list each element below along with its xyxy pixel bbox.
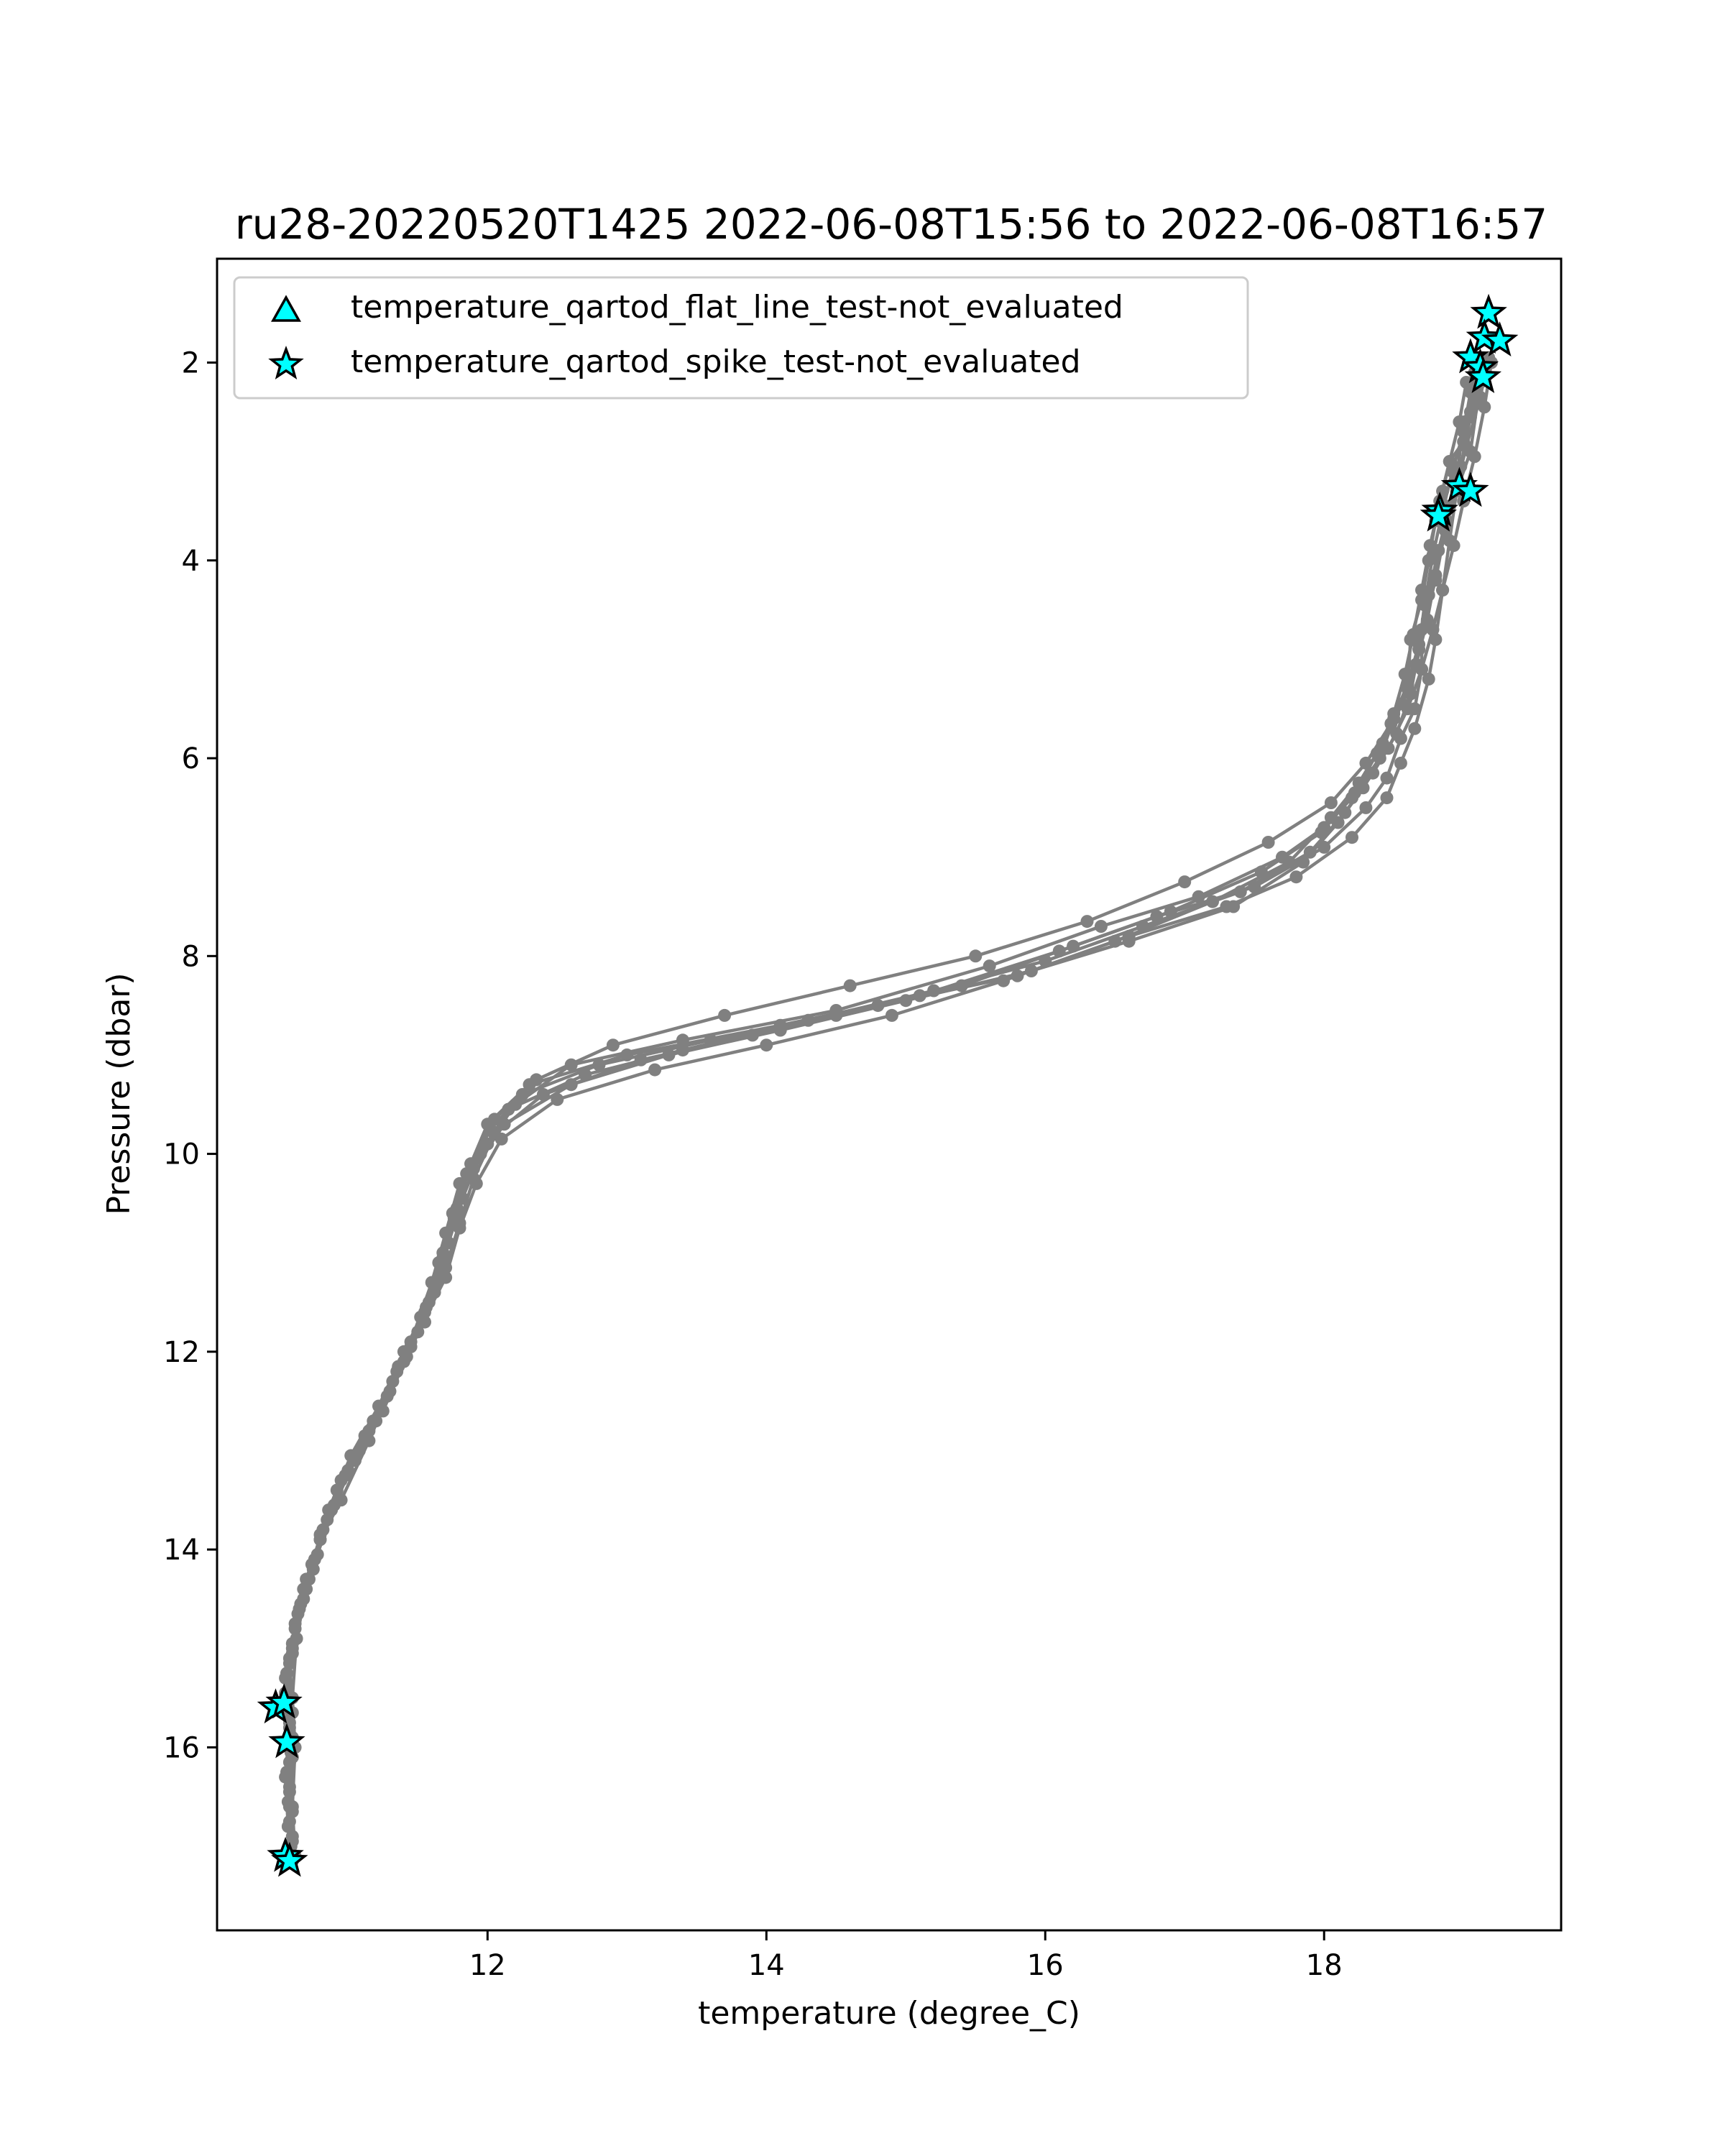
profile-point xyxy=(886,1009,898,1022)
profile-point xyxy=(439,1271,452,1284)
profile-point xyxy=(1436,584,1449,596)
profile-point xyxy=(1227,900,1240,913)
profile-point xyxy=(1424,539,1437,552)
profile-point xyxy=(1407,628,1420,641)
y-tick-label: 2 xyxy=(182,347,200,380)
profile-point xyxy=(1478,400,1491,413)
y-tick-label: 6 xyxy=(182,742,200,775)
profile-point xyxy=(1381,791,1394,804)
y-tick-label: 8 xyxy=(182,940,200,973)
profile-point xyxy=(1297,856,1310,869)
profile-point xyxy=(1025,964,1038,977)
profile-point xyxy=(436,1251,449,1264)
y-axis-label: Pressure (dbar) xyxy=(101,972,137,1215)
profile-point xyxy=(292,1608,305,1621)
profile-point xyxy=(565,1078,578,1091)
profile-point xyxy=(372,1400,385,1413)
profile-point xyxy=(1067,940,1080,953)
profile-point xyxy=(1402,702,1414,715)
x-tick-label: 16 xyxy=(1027,1949,1064,1982)
y-tick-label: 10 xyxy=(163,1138,200,1171)
profile-point xyxy=(1453,415,1466,428)
profile-point xyxy=(1359,801,1372,814)
profile-point xyxy=(774,1024,787,1037)
profile-point xyxy=(1206,895,1219,908)
profile-point xyxy=(1387,707,1400,720)
profile-point xyxy=(760,1038,773,1051)
profile-point xyxy=(420,1301,433,1314)
profile-point xyxy=(1123,935,1136,948)
profile-point xyxy=(899,994,912,1007)
profile-point xyxy=(451,1207,464,1220)
profile-point xyxy=(1394,757,1407,770)
x-axis-label: temperature (degree_C) xyxy=(698,1995,1080,2032)
profile-point xyxy=(286,1805,299,1818)
chart: ru28-20220520T1425 2022-06-08T15:56 to 2… xyxy=(0,0,1725,2156)
profile-point xyxy=(1429,568,1442,581)
profile-point xyxy=(484,1123,497,1135)
y-tick-label: 14 xyxy=(163,1534,200,1567)
profile-point xyxy=(1289,870,1302,883)
profile-point xyxy=(498,1118,511,1130)
profile-point xyxy=(607,1038,620,1051)
profile-point xyxy=(593,1059,606,1072)
profile-point xyxy=(718,1009,731,1022)
x-tick-label: 12 xyxy=(469,1949,506,1982)
profile-point xyxy=(1346,831,1358,844)
profile-point xyxy=(1332,816,1345,829)
profile-point xyxy=(1095,920,1108,933)
profile-point xyxy=(648,1064,661,1077)
profile-point xyxy=(516,1088,529,1101)
profile-point xyxy=(1415,584,1428,596)
profile-point xyxy=(663,1049,676,1061)
profile-point xyxy=(1382,742,1395,755)
profile-point xyxy=(1460,441,1473,453)
profile-point xyxy=(1255,865,1268,878)
profile-point xyxy=(1262,836,1275,849)
legend-label-spike: temperature_qartod_spike_test-not_evalua… xyxy=(351,344,1081,380)
profile-point xyxy=(467,1162,480,1175)
profile-point xyxy=(283,1756,296,1769)
profile-point xyxy=(1399,668,1412,681)
profile-point xyxy=(1178,875,1191,888)
y-tick-label: 16 xyxy=(163,1731,200,1764)
chart-title: ru28-20220520T1425 2022-06-08T15:56 to 2… xyxy=(235,200,1547,249)
profile-point xyxy=(844,980,857,992)
profile-point xyxy=(286,1830,299,1843)
profile-point xyxy=(322,1503,335,1516)
legend-label-flat-line: temperature_qartod_flat_line_test-not_ev… xyxy=(351,289,1123,326)
profile-point xyxy=(1427,623,1440,636)
profile-point xyxy=(1081,915,1094,928)
profile-point xyxy=(470,1177,483,1190)
profile-point xyxy=(1408,722,1421,735)
profile-point xyxy=(305,1558,318,1571)
profile-point xyxy=(969,949,982,962)
profile-point xyxy=(1443,455,1456,468)
x-tick-label: 18 xyxy=(1306,1949,1343,1982)
profile-point xyxy=(1468,450,1481,463)
profile-point xyxy=(283,1657,296,1669)
profile-point xyxy=(1448,539,1460,552)
x-tick-label: 14 xyxy=(748,1949,785,1982)
profile-point xyxy=(344,1449,357,1462)
profile-point xyxy=(1415,663,1428,676)
profile-point xyxy=(1325,796,1338,809)
profile-point xyxy=(1164,905,1177,918)
profile-point xyxy=(530,1073,543,1086)
y-tick-label: 4 xyxy=(182,545,200,578)
legend: temperature_qartod_flat_line_test-not_ev… xyxy=(234,277,1248,398)
y-tick-label: 12 xyxy=(163,1336,200,1369)
profile-point xyxy=(1357,781,1370,794)
profile-point xyxy=(397,1345,410,1358)
